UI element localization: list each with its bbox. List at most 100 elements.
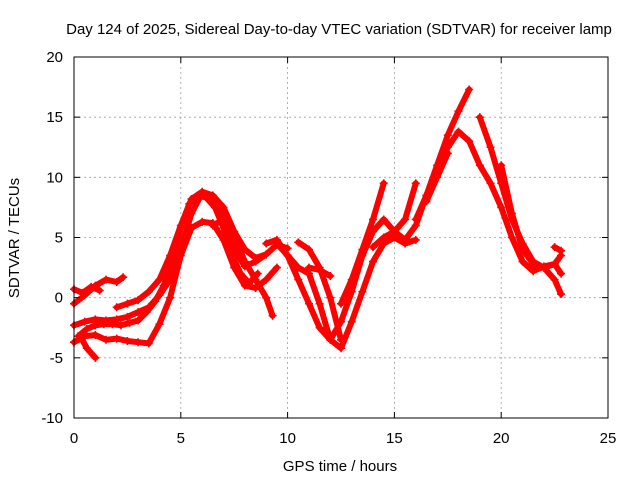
data-point xyxy=(454,127,463,136)
data-point xyxy=(123,336,132,345)
data-point xyxy=(422,197,431,206)
data-point xyxy=(166,251,175,260)
data-point xyxy=(529,259,538,268)
data-point xyxy=(326,293,335,302)
data-point xyxy=(134,338,143,347)
data-point xyxy=(557,290,566,299)
data-point xyxy=(198,217,207,226)
data-point xyxy=(262,293,271,302)
data-point xyxy=(507,209,516,218)
data-point xyxy=(251,253,260,262)
data-point xyxy=(326,272,335,281)
data-point xyxy=(486,143,495,152)
x-axis-label: GPS time / hours xyxy=(283,458,397,475)
data-point xyxy=(557,269,566,278)
data-point xyxy=(176,251,185,260)
data-point xyxy=(102,335,111,344)
data-point xyxy=(125,318,134,327)
x-tick-label: 25 xyxy=(600,430,617,447)
data-point xyxy=(91,321,100,330)
data-point xyxy=(539,263,548,272)
data-point xyxy=(91,330,100,339)
data-point xyxy=(304,299,313,308)
data-point xyxy=(262,250,271,259)
data-point xyxy=(379,215,388,224)
data-point xyxy=(326,335,335,344)
series-track-6 xyxy=(76,332,100,362)
data-point xyxy=(369,243,378,252)
series-track-19 xyxy=(550,243,566,255)
data-point xyxy=(465,85,474,94)
data-point xyxy=(475,161,484,170)
y-tick-label: 0 xyxy=(55,290,63,307)
series-track-14 xyxy=(369,179,420,252)
grid-lines xyxy=(74,57,608,418)
data-point xyxy=(347,275,356,284)
data-point xyxy=(337,344,345,353)
series-track-7 xyxy=(112,187,271,312)
data-point xyxy=(159,281,168,290)
series-band xyxy=(71,283,103,296)
data-point xyxy=(219,203,228,212)
x-tick-label: 0 xyxy=(70,430,78,447)
data-point xyxy=(82,344,91,353)
data-point xyxy=(134,308,143,317)
data-point xyxy=(315,265,324,274)
axis-ticks: 0 5 10 15 20 25 -10 -5 0 5 10 15 20 xyxy=(41,49,616,447)
data-point xyxy=(240,257,249,266)
data-point xyxy=(82,324,91,333)
data-point xyxy=(304,245,313,254)
data-point xyxy=(155,275,164,284)
data-point xyxy=(251,275,260,284)
data-point xyxy=(283,251,292,260)
data-point xyxy=(272,235,281,244)
data-point xyxy=(454,107,463,116)
y-tick-label: 20 xyxy=(46,49,63,66)
data-point xyxy=(294,263,303,272)
data-point xyxy=(210,203,219,212)
data-point xyxy=(80,317,89,326)
data-point xyxy=(369,257,378,266)
y-tick-label: -10 xyxy=(41,410,63,427)
data-point xyxy=(337,335,345,344)
series-track-8 xyxy=(208,215,277,320)
y-axis-label: SDTVAR / TECUs xyxy=(6,178,23,298)
x-tick-label: 5 xyxy=(177,430,185,447)
data-point xyxy=(465,137,474,146)
data-point xyxy=(294,275,303,284)
data-point xyxy=(443,149,452,158)
data-point xyxy=(347,317,356,326)
data-point xyxy=(369,215,378,224)
data-point xyxy=(119,273,128,282)
data-point xyxy=(518,245,527,254)
data-point xyxy=(475,113,484,122)
data-point xyxy=(144,287,153,296)
data-series xyxy=(70,85,566,362)
series-track-12 xyxy=(304,263,335,281)
data-point xyxy=(78,288,87,297)
data-point xyxy=(236,269,245,278)
y-tick-label: 15 xyxy=(46,109,63,126)
data-point xyxy=(95,286,104,295)
data-point xyxy=(262,239,271,248)
data-point xyxy=(529,267,538,276)
data-point xyxy=(245,279,254,288)
data-point xyxy=(144,339,153,348)
data-point xyxy=(294,238,303,247)
data-point xyxy=(390,227,399,236)
data-point xyxy=(268,311,277,320)
data-point xyxy=(358,287,367,296)
data-point xyxy=(315,299,324,308)
series-band xyxy=(75,192,261,340)
data-point xyxy=(123,312,132,321)
data-point xyxy=(187,223,196,232)
data-point xyxy=(228,251,237,260)
data-point xyxy=(230,233,239,242)
data-point xyxy=(112,334,121,343)
data-point xyxy=(272,263,281,272)
data-point xyxy=(411,235,420,244)
data-point xyxy=(151,297,160,306)
data-point xyxy=(379,179,388,188)
